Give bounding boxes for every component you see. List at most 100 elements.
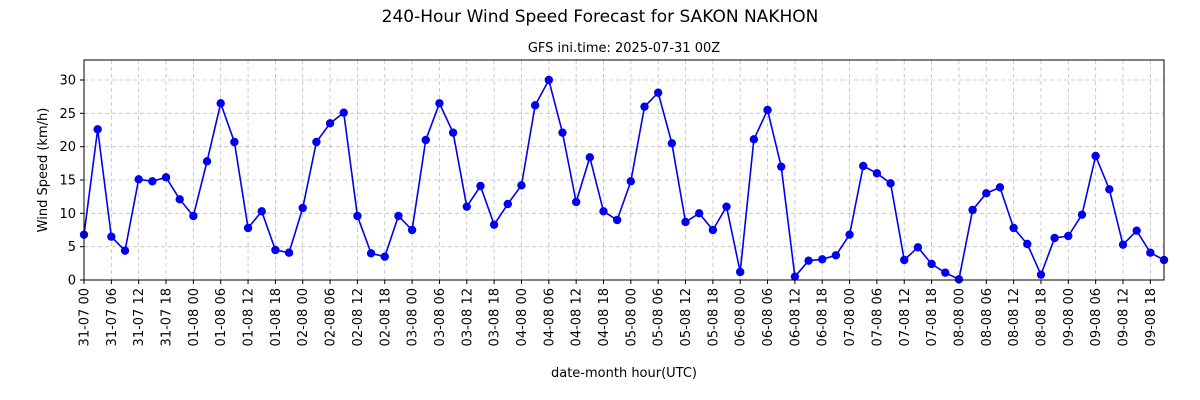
- data-point: [284, 248, 294, 257]
- series-layer: [79, 75, 1169, 284]
- x-tick-label: 03-08 18: [488, 288, 503, 346]
- x-tick-label: 08-08 06: [980, 288, 995, 346]
- x-tick-label: 02-08 06: [324, 288, 339, 346]
- data-point: [599, 207, 608, 216]
- data-point: [982, 189, 991, 198]
- data-point: [380, 252, 389, 261]
- data-point: [476, 181, 485, 191]
- x-tick-label: 31-07 00: [78, 288, 93, 346]
- x-tick-label: 05-08 18: [706, 288, 721, 346]
- x-tick-label: 01-08 06: [214, 288, 229, 346]
- data-point: [243, 223, 253, 233]
- x-tick-label: 08-08 12: [1007, 288, 1022, 346]
- data-point: [134, 175, 143, 184]
- data-point: [1118, 240, 1128, 249]
- x-tick-label: 31-07 18: [160, 288, 175, 346]
- data-point: [544, 75, 554, 85]
- x-tick-label: 01-08 12: [242, 288, 257, 346]
- data-point: [312, 137, 321, 147]
- x-tick-label: 06-08 00: [734, 288, 749, 346]
- x-tick-label: 05-08 06: [652, 288, 667, 346]
- data-point: [777, 162, 786, 171]
- x-tick-label: 07-08 18: [925, 288, 940, 346]
- y-tick-label: 20: [59, 140, 76, 155]
- data-point: [1105, 185, 1114, 194]
- data-point: [681, 217, 690, 227]
- data-point: [612, 215, 622, 225]
- data-point: [407, 225, 417, 235]
- data-point: [1050, 233, 1059, 243]
- x-tick-label: 02-08 18: [378, 288, 393, 346]
- data-point: [93, 125, 102, 134]
- chart-title: 240-Hour Wind Speed Forecast for SAKON N…: [382, 7, 819, 27]
- x-tick-label: 09-08 18: [1144, 288, 1159, 346]
- y-tick-label: 0: [68, 274, 76, 289]
- x-tick-label: 06-08 06: [761, 288, 776, 346]
- data-point: [1036, 270, 1046, 279]
- grid-layer: [83, 60, 1164, 281]
- x-tick-label: 04-08 12: [570, 288, 585, 346]
- data-point: [489, 220, 499, 229]
- data-point: [968, 205, 977, 215]
- x-tick-label: 02-08 12: [351, 288, 366, 346]
- data-point: [790, 272, 800, 281]
- data-point: [530, 101, 540, 110]
- x-tick-label: 08-08 18: [1034, 288, 1049, 346]
- x-tick-label: 06-08 18: [816, 288, 831, 346]
- x-tick-label: 07-08 06: [870, 288, 885, 346]
- x-tick-label: 08-08 00: [952, 288, 967, 346]
- x-tick-label: 07-08 12: [898, 288, 913, 346]
- data-point: [298, 203, 307, 213]
- data-point: [941, 268, 950, 277]
- ticks-layer: 0 5 10 15 20 25 30 31-07 00 31-07 06 31-07 12 31-0…: [59, 74, 1158, 347]
- data-point: [161, 173, 171, 182]
- data-point: [667, 139, 677, 148]
- data-point: [653, 88, 663, 97]
- data-point: [995, 183, 1005, 192]
- data-point: [927, 259, 936, 269]
- data-point: [421, 135, 430, 145]
- y-axis-label: Wind Speed (km/h): [36, 108, 51, 233]
- data-point: [448, 128, 458, 137]
- x-tick-label: 04-08 18: [597, 288, 612, 346]
- data-point: [1091, 151, 1100, 161]
- y-tick-label: 10: [59, 207, 76, 222]
- data-point: [913, 243, 923, 252]
- plot-frame: [83, 59, 1165, 281]
- x-tick-label: 03-08 12: [460, 288, 475, 346]
- chart-subtitle: GFS ini.time: 2025-07-31 00Z: [528, 41, 720, 56]
- data-point: [900, 255, 909, 265]
- y-tick-label: 25: [59, 107, 76, 122]
- x-tick-label: 05-08 00: [624, 288, 639, 346]
- data-point: [271, 245, 280, 255]
- data-point: [845, 230, 854, 239]
- data-point: [216, 99, 225, 108]
- data-point: [831, 251, 841, 260]
- data-point: [804, 256, 813, 265]
- data-point: [462, 202, 471, 211]
- data-point: [722, 202, 731, 211]
- data-point: [353, 211, 362, 221]
- x-tick-label: 02-08 00: [296, 288, 311, 346]
- data-point: [175, 195, 184, 204]
- data-point: [640, 102, 649, 111]
- data-point: [818, 255, 827, 264]
- data-point: [503, 199, 512, 209]
- x-tick-label: 05-08 12: [679, 288, 694, 346]
- y-tick-label: 30: [59, 74, 76, 89]
- data-point: [325, 119, 335, 128]
- data-point: [585, 153, 595, 162]
- data-point: [694, 209, 704, 218]
- data-point: [107, 232, 116, 241]
- y-tick-label: 5: [68, 240, 76, 255]
- data-point: [1009, 223, 1018, 233]
- data-point: [708, 225, 718, 235]
- data-point: [626, 177, 636, 186]
- data-point: [1023, 239, 1032, 249]
- x-tick-label: 07-08 00: [843, 288, 858, 346]
- x-tick-label: 04-08 00: [515, 288, 530, 346]
- data-point: [1132, 226, 1141, 235]
- data-point: [763, 105, 772, 115]
- x-tick-label: 01-08 00: [187, 288, 202, 346]
- data-point: [435, 99, 444, 108]
